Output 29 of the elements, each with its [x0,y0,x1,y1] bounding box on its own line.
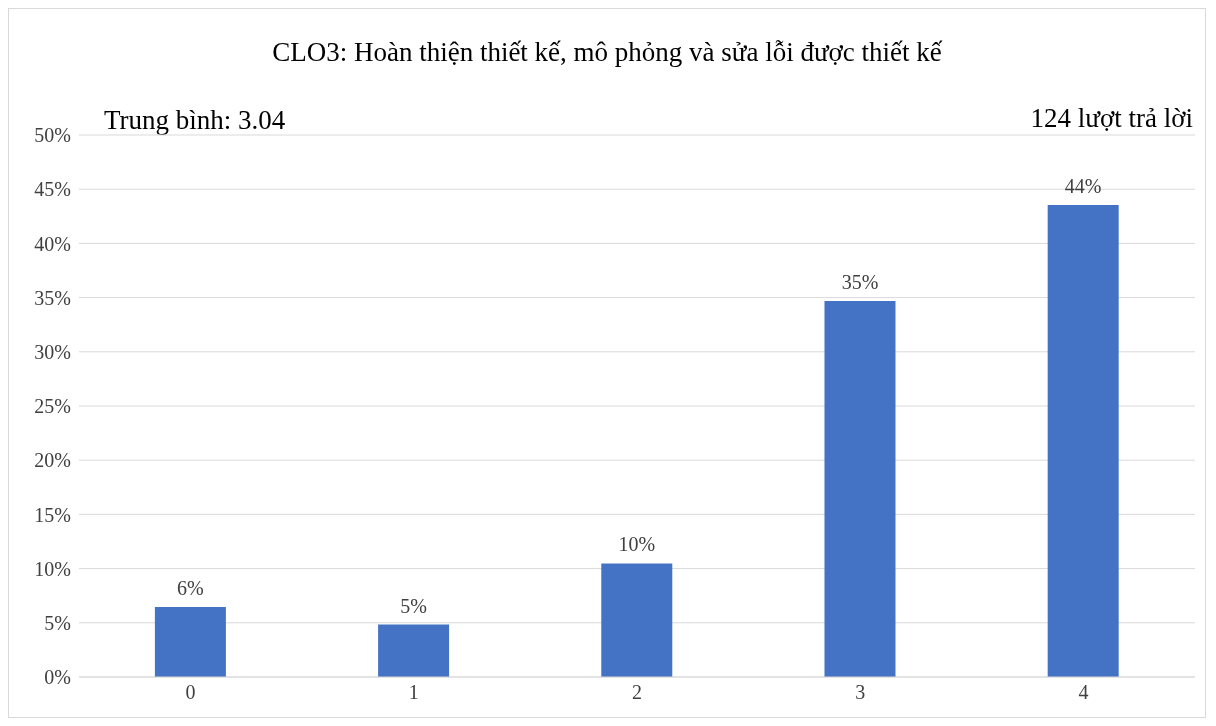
y-tick-label: 50% [34,124,71,147]
annotation: Trung bình: 3.04 [104,105,286,136]
bar [154,607,226,677]
bar [378,624,450,677]
data-label: 10% [618,533,656,556]
data-label: 44% [1064,174,1102,197]
data-label: 35% [841,271,879,294]
y-tick-label: 5% [44,611,71,634]
bar [824,301,896,677]
x-tick-label: 4 [1078,681,1089,704]
y-tick-label: 15% [34,503,71,526]
y-tick-label: 20% [34,449,71,472]
text: 124 lượt trả lời [1030,103,1193,134]
x-tick-label: 0 [185,681,196,704]
x-tick-label: 2 [632,681,642,704]
y-tick-label: 0% [44,666,71,689]
data-label: 6% [177,577,204,600]
y-tick-label: 10% [34,557,71,580]
y-tick-label: 35% [34,286,71,309]
bar [601,563,673,677]
y-tick-label: 40% [34,232,71,255]
y-tick-label: 30% [34,340,71,363]
y-tick-label: 25% [34,395,71,418]
x-tick-label: 1 [408,681,419,704]
bar [1047,204,1119,677]
y-tick-label: 45% [34,178,71,201]
chart-title: CLO3: Hoàn thiện thiết kế, mô phỏng và sửa lỗi được thiết kế [271,37,944,68]
x-tick-label: 3 [855,681,866,704]
data-label: 5% [400,594,427,617]
